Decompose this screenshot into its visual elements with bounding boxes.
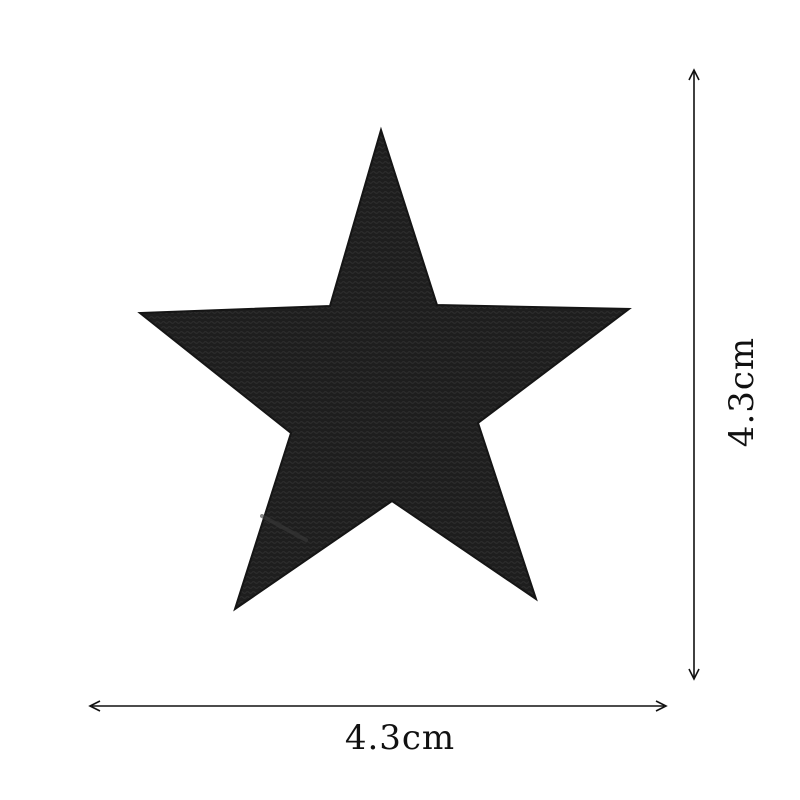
five-point-star-icon	[137, 126, 632, 612]
width-dimension-arrow	[88, 700, 668, 712]
height-label: 4.3cm	[722, 336, 762, 448]
stitch-highlight	[260, 514, 308, 542]
width-label: 4.3cm	[344, 718, 456, 758]
height-dimension-arrow	[688, 68, 700, 681]
embroidered-star-patch	[137, 126, 632, 612]
